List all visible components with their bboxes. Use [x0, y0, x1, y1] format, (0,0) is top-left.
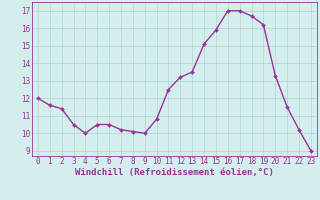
X-axis label: Windchill (Refroidissement éolien,°C): Windchill (Refroidissement éolien,°C) — [75, 168, 274, 177]
